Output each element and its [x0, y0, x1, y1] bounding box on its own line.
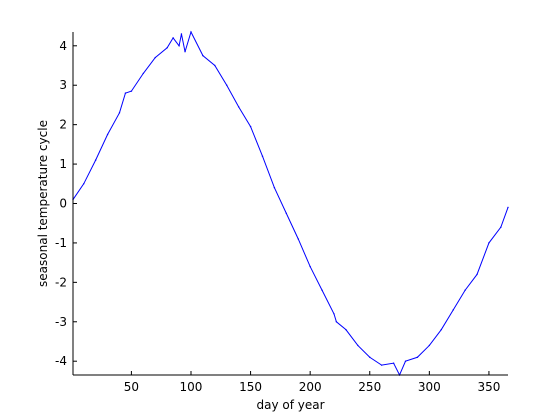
- y-tick-label: -4: [55, 354, 67, 368]
- x-tick-label: 350: [477, 380, 500, 394]
- y-tick-label: 4: [59, 39, 67, 53]
- y-tick-label: -1: [55, 236, 67, 250]
- y-axis-label: seasonal temperature cycle: [36, 120, 50, 287]
- y-tick-label: -2: [55, 275, 67, 289]
- data-point: [118, 112, 121, 114]
- y-ticks: 4 3 2 1 0 -1 -2 -3 -4: [55, 39, 77, 368]
- data-point: [440, 328, 442, 331]
- data-point: [285, 212, 288, 215]
- data-point: [488, 242, 490, 244]
- plot-area: [73, 32, 508, 375]
- x-axis-label: day of year: [256, 398, 324, 412]
- data-point: [106, 133, 109, 136]
- y-tick-label: -3: [55, 315, 67, 329]
- data-point: [190, 31, 192, 33]
- x-tick-label: 150: [239, 380, 262, 394]
- x-ticks: 50 100 150 200 250 300 350: [124, 371, 500, 394]
- data-point: [249, 125, 252, 128]
- data-point: [392, 362, 395, 364]
- data-point: [142, 72, 145, 75]
- data-point: [380, 364, 383, 366]
- data-point: [202, 54, 204, 57]
- data-point: [404, 360, 407, 362]
- data-point: [226, 84, 228, 86]
- data-point: [214, 64, 216, 67]
- data-point: [237, 106, 240, 108]
- data-point: [335, 321, 338, 323]
- data-point: [500, 226, 502, 228]
- data-point: [124, 92, 127, 94]
- data-point: [333, 313, 335, 315]
- data-point: [357, 344, 359, 347]
- data-point: [172, 37, 174, 39]
- x-tick-label: 250: [358, 380, 381, 394]
- x-tick-label: 100: [180, 380, 203, 394]
- data-point: [180, 33, 183, 35]
- data-point: [94, 159, 97, 161]
- data-point: [83, 183, 85, 185]
- data-point: [178, 45, 180, 47]
- y-tick-label: 0: [59, 197, 67, 211]
- x-tick-label: 200: [299, 380, 322, 394]
- data-point: [184, 51, 186, 53]
- series-layer: [72, 30, 509, 377]
- data-point: [452, 309, 454, 311]
- series-line-0: [72, 30, 509, 377]
- y-tick-label: 2: [59, 118, 67, 132]
- data-point: [507, 206, 509, 209]
- data-point: [369, 356, 371, 358]
- data-point: [130, 90, 133, 92]
- data-point: [297, 238, 299, 240]
- x-tick-label: 50: [124, 380, 139, 394]
- data-point: [309, 265, 311, 268]
- data-point: [166, 47, 168, 49]
- data-point: [273, 187, 276, 189]
- data-point: [464, 289, 466, 291]
- data-point: [428, 344, 431, 347]
- data-point: [321, 289, 323, 291]
- y-tick-label: 1: [59, 157, 67, 171]
- data-point: [154, 56, 156, 59]
- data-point: [476, 273, 478, 276]
- data-point: [261, 155, 264, 157]
- x-tick-label: 300: [418, 380, 441, 394]
- y-tick-label: 3: [59, 78, 67, 92]
- data-point: [345, 328, 347, 331]
- data-point: [416, 356, 419, 358]
